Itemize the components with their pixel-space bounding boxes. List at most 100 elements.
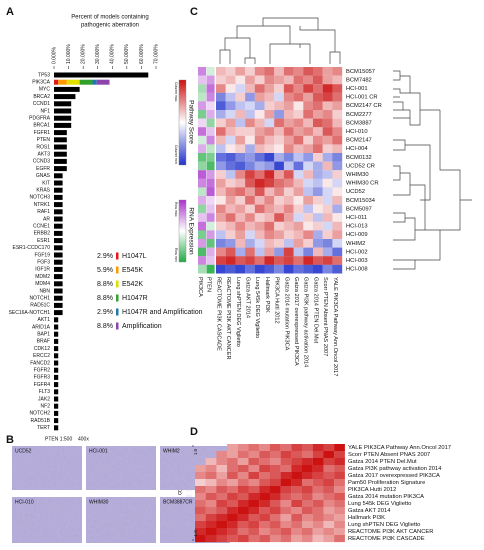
heatmap-cell (293, 221, 304, 231)
bar (54, 209, 63, 215)
heatmap-cell (245, 101, 255, 111)
bar (54, 108, 72, 114)
heatmap-cell (245, 144, 255, 154)
heatmap-cell (283, 127, 294, 136)
legend-swatch (116, 266, 119, 274)
heatmap-cell (237, 535, 249, 543)
annotation-cell (206, 144, 215, 154)
row-label: BCM5097 (346, 206, 372, 212)
heatmap-cell (237, 500, 249, 508)
heatmap-cell (303, 196, 314, 205)
heatmap-cell (334, 528, 345, 536)
image-label: HCI-010 (15, 499, 34, 505)
heatmap-cell (245, 75, 255, 85)
y-tick-label: FGFR1 (34, 130, 51, 136)
heatmap-cell (264, 204, 275, 214)
heatmap-cell (225, 67, 236, 76)
heatmap-cell (264, 92, 275, 102)
heatmap-cell (280, 514, 292, 522)
heatmap-cell (254, 178, 265, 188)
y-tick-label: CCND1 (33, 101, 50, 107)
heatmap-cell (332, 170, 343, 179)
micrograph (12, 497, 82, 543)
heatmap-cell (291, 444, 303, 452)
caption: PTEN 1:500 (45, 436, 72, 442)
heatmap-cell (245, 230, 255, 240)
heatmap-cell (322, 204, 333, 214)
heatmap-cell (274, 110, 284, 119)
heatmap-cell (293, 170, 304, 179)
heatmap-cell (235, 264, 246, 274)
heatmap-cell (280, 486, 292, 494)
heatmap-cell (313, 196, 323, 205)
x-tick-label: 30.000% (95, 44, 101, 64)
heatmap-cell (283, 135, 294, 145)
bar (54, 216, 63, 222)
x-tick-label: 40.000% (110, 44, 116, 64)
heatmap-cell (259, 521, 270, 529)
y-tick-label: CCNE1 (33, 224, 50, 230)
heatmap-cell (264, 118, 275, 128)
heatmap-cell (312, 514, 324, 522)
y-tick-label: CDK12 (34, 346, 50, 352)
heatmap-cell (225, 196, 236, 205)
annotation-cell (206, 84, 215, 93)
heatmap-cell (227, 521, 238, 529)
micrograph (86, 446, 156, 490)
heatmap-cell (293, 213, 304, 222)
heatmap-cell (264, 230, 275, 240)
row-label: HCI-009 (346, 232, 368, 238)
heatmap-cell (254, 264, 265, 274)
heatmap-cell (264, 144, 275, 154)
annotation-cell (198, 135, 207, 145)
heatmap-cell (303, 256, 314, 265)
y-tick-label: NTRK1 (34, 202, 51, 208)
heatmap-cell (205, 493, 217, 501)
heatmap-cell (332, 75, 343, 85)
heatmap-cell (264, 196, 275, 205)
image-label: BCM3887CR (163, 499, 193, 505)
y-tick-label: ERBB2 (34, 231, 51, 237)
heatmap-cell (334, 500, 345, 508)
heatmap-cell (283, 118, 294, 128)
heatmap-cell (264, 75, 275, 85)
heatmap-cell (245, 118, 255, 128)
heatmap-cell (216, 153, 226, 162)
annotation-cell (206, 127, 215, 136)
heatmap-cell (291, 521, 303, 529)
heatmap-cell (283, 256, 294, 265)
heatmap-cell (235, 110, 246, 119)
heatmap-cell (303, 110, 314, 119)
heatmap-cell (216, 84, 226, 93)
heatmap-cell (259, 444, 270, 452)
heatmap-cell (254, 239, 265, 248)
row-label: Pam50 Proliferation Signature (348, 480, 425, 486)
y-tick-label: BRAF (37, 339, 50, 345)
heatmap-cell (248, 451, 260, 459)
heatmap-cell (237, 465, 249, 473)
heatmap-cell (313, 170, 323, 179)
heatmap-cell (274, 187, 284, 197)
heatmap-cell (216, 178, 226, 188)
heatmap-cell (283, 75, 294, 85)
heatmap-cell (248, 535, 260, 543)
bar (54, 130, 67, 136)
heatmap-cell (225, 118, 236, 128)
heatmap-cell (322, 161, 333, 171)
image-label: UCD52 (15, 448, 32, 454)
legend-swatch (116, 322, 119, 330)
y-tick-label: PDGFRA (29, 116, 51, 122)
heatmap-cell (322, 213, 333, 222)
legend-label: H1047R (122, 295, 148, 302)
heatmap-cell (302, 465, 313, 473)
bar (54, 389, 59, 395)
row-label: BCM0132 (346, 155, 372, 161)
legend-label: H1047L (122, 253, 147, 260)
heatmap-cell (303, 247, 314, 257)
row-label: HCI-011 (346, 215, 367, 221)
heatmap-cell (205, 500, 217, 508)
heatmap-cell (254, 110, 265, 119)
x-tick-label: 20.000% (80, 44, 86, 64)
heatmap-cell (322, 264, 333, 274)
heatmap-cell (264, 127, 275, 136)
